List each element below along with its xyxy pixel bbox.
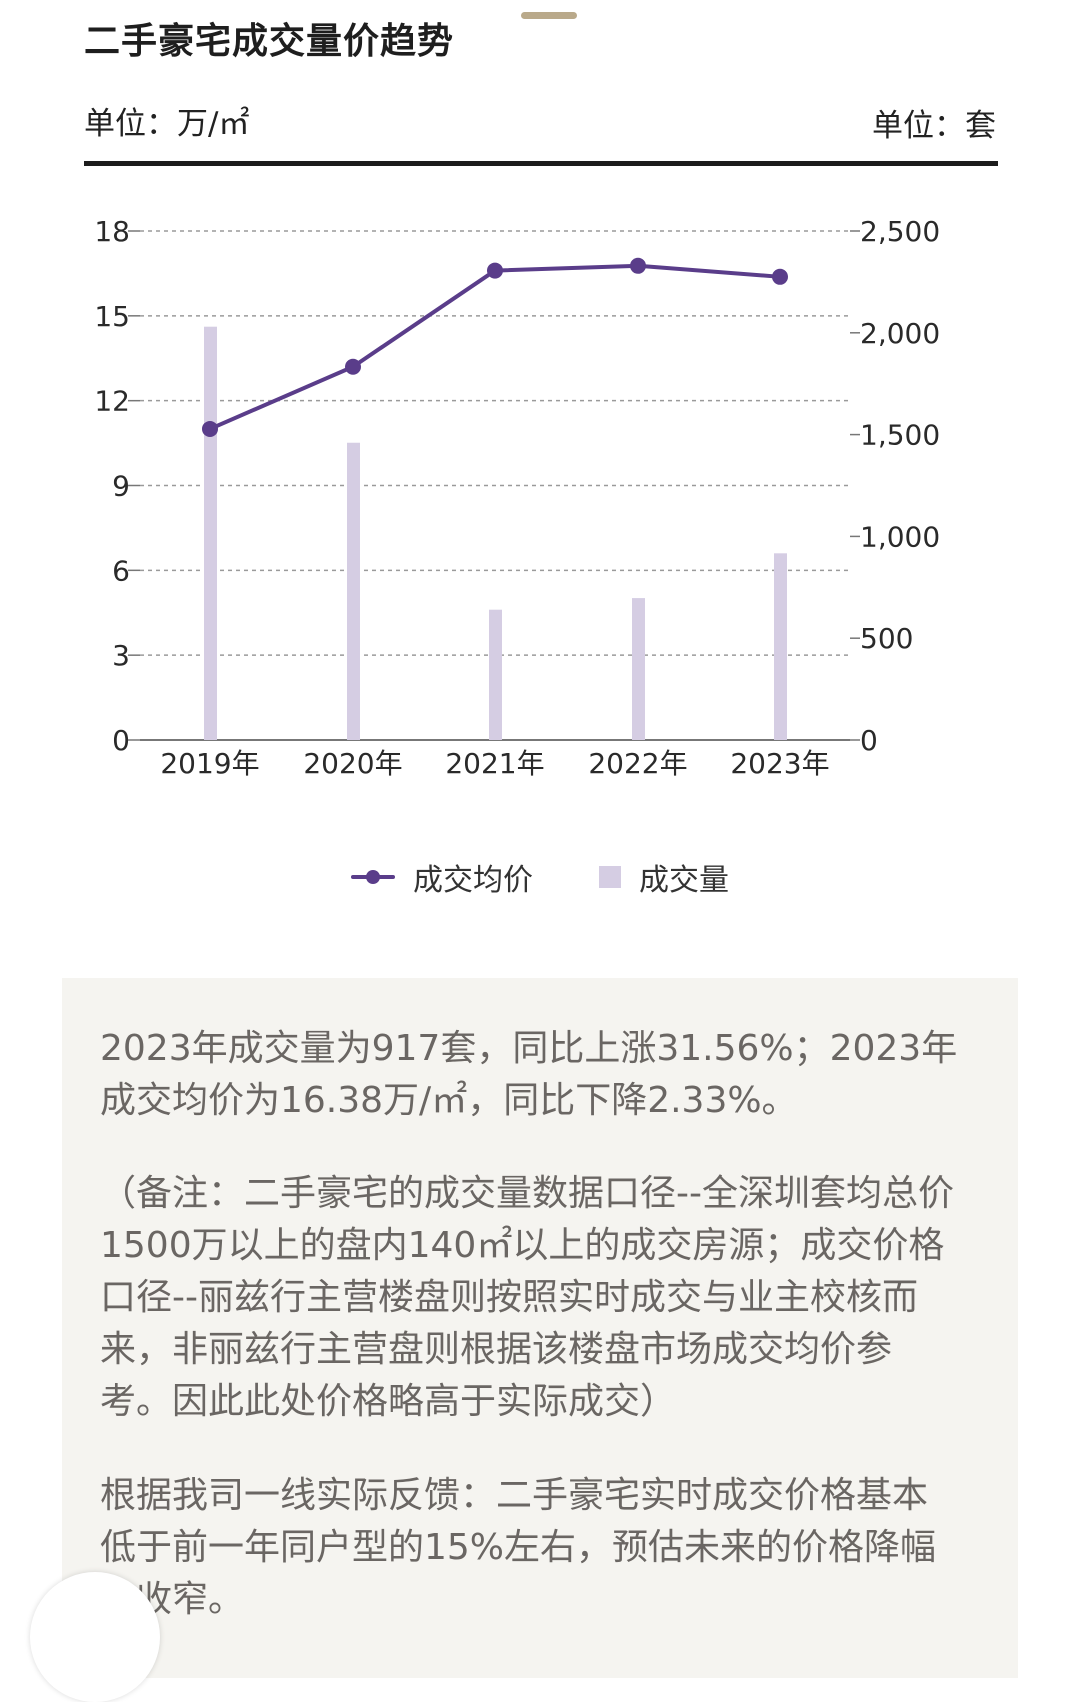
price-point bbox=[630, 257, 646, 274]
left-unit-label: 单位：万/㎡ bbox=[84, 106, 250, 142]
price-point bbox=[487, 262, 503, 279]
left-tick-label: 9 bbox=[112, 470, 130, 503]
left-tick-label: 15 bbox=[94, 300, 130, 333]
left-tick-label: 3 bbox=[112, 639, 130, 672]
legend-label-price: 成交均价 bbox=[413, 863, 533, 898]
x-tick-label: 2023年 bbox=[730, 747, 829, 780]
chart-legend: 成交均价 成交量 bbox=[0, 855, 1080, 899]
header-rule bbox=[84, 161, 998, 166]
x-tick-label: 2021年 bbox=[445, 747, 544, 780]
right-unit-label: 单位：套 bbox=[872, 108, 996, 144]
dual-axis-chart: 0 3 6 9 12 15 18 0 500 1,000 1,500 2,000 2,500 2019年 2… bbox=[94, 215, 940, 780]
remark-paragraph: （备注：二手豪宅的成交量数据口径--全深圳套均总价1500万以上的盘内140㎡以… bbox=[100, 1173, 954, 1422]
left-tick-label: 0 bbox=[112, 724, 130, 757]
summary-paragraph: 2023年成交量为917套，同比上涨31.56%；2023年成交均价为16.38… bbox=[100, 1028, 958, 1121]
volume-bar bbox=[632, 598, 645, 740]
x-tick-label: 2020年 bbox=[303, 747, 402, 780]
right-tick-label: 1,500 bbox=[860, 419, 940, 452]
price-point bbox=[202, 420, 218, 437]
volume-bar bbox=[347, 442, 360, 740]
right-tick-label: 0 bbox=[860, 724, 878, 757]
price-point bbox=[772, 268, 788, 285]
volume-bar bbox=[774, 553, 787, 740]
notes-panel: 2023年成交量为917套，同比上涨31.56%；2023年成交均价为16.38… bbox=[62, 978, 1018, 1678]
x-tick-label: 2022年 bbox=[588, 747, 687, 780]
right-tick-label: 500 bbox=[860, 622, 913, 655]
floating-circle-button[interactable] bbox=[30, 1572, 160, 1702]
legend-item-price: 成交均价 bbox=[351, 855, 533, 899]
volume-bar bbox=[489, 609, 502, 740]
feedback-paragraph: 根据我司一线实际反馈：二手豪宅实时成交价格基本低于前一年同户型的15%左右，预估… bbox=[100, 1475, 937, 1620]
right-tick-label: 2,500 bbox=[860, 215, 940, 248]
price-line bbox=[209, 263, 781, 431]
left-tick-label: 6 bbox=[112, 554, 130, 587]
legend-label-volume: 成交量 bbox=[639, 863, 729, 898]
legend-item-volume: 成交量 bbox=[599, 855, 729, 899]
volume-bar bbox=[204, 326, 217, 740]
right-tick-label: 1,000 bbox=[860, 520, 940, 553]
page-title: 二手豪宅成交量价趋势 bbox=[84, 21, 455, 62]
x-tick-label: 2019年 bbox=[160, 747, 259, 780]
legend-line-marker bbox=[351, 870, 395, 884]
left-tick-label: 12 bbox=[94, 385, 130, 418]
price-point bbox=[345, 358, 361, 375]
legend-bar-marker bbox=[599, 866, 621, 888]
title-accent-bar bbox=[521, 12, 577, 19]
right-tick-label: 2,000 bbox=[860, 317, 940, 350]
left-tick-label: 18 bbox=[94, 215, 130, 248]
